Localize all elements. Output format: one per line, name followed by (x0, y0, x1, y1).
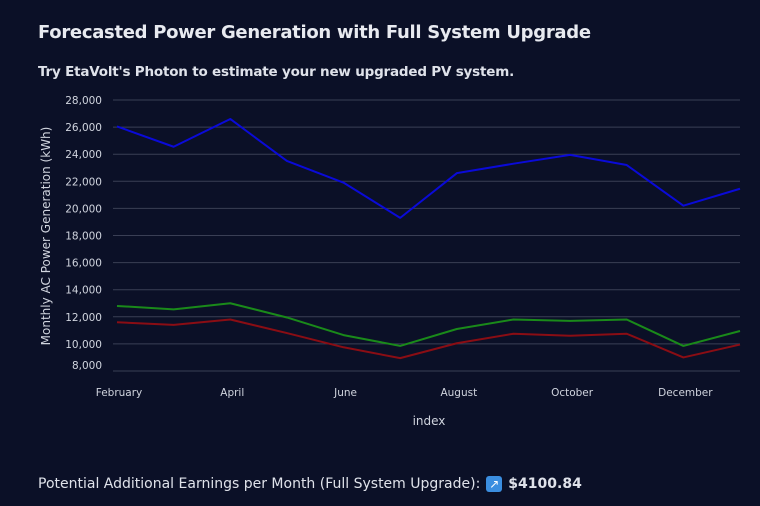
arrow-up-right-icon: ↗ (486, 476, 503, 492)
series-line-0 (116, 117, 741, 219)
y-tick-label: 22,000 (65, 176, 102, 188)
x-tick-label: June (333, 387, 357, 399)
x-tick-label: August (440, 387, 477, 399)
y-tick-label: 20,000 (65, 203, 102, 215)
y-tick-label: 28,000 (65, 95, 102, 107)
page-subtitle: Try EtaVolt's Photon to estimate your ne… (38, 64, 514, 80)
y-tick-label: 26,000 (65, 122, 102, 134)
y-axis-label: Monthly AC Power Generation (kWh) (39, 127, 53, 346)
x-tick-label: February (96, 387, 143, 399)
x-tick-label: December (658, 387, 713, 399)
page-title: Forecasted Power Generation with Full Sy… (38, 22, 591, 43)
y-tick-label: 12,000 (65, 312, 102, 324)
x-tick-label: April (220, 387, 244, 399)
y-tick-label: 18,000 (65, 231, 102, 243)
earnings-summary: Potential Additional Earnings per Month … (38, 476, 582, 492)
x-axis-label: index (413, 414, 446, 428)
y-tick-label: 10,000 (65, 339, 102, 351)
earnings-value: $4100.84 (508, 476, 582, 492)
earnings-label: Potential Additional Earnings per Month … (38, 476, 481, 492)
series-line-2 (116, 318, 741, 360)
y-tick-label: 14,000 (65, 285, 102, 297)
x-tick-label: October (551, 387, 594, 399)
line-chart: 8,000 10,000 12,000 14,000 16,000 18,000 20,00… (39, 95, 741, 428)
series-line-1 (116, 302, 741, 347)
y-tick-label: 16,000 (65, 258, 102, 270)
y-tick-label: 24,000 (65, 149, 102, 161)
y-tick-label: 8,000 (72, 360, 102, 372)
